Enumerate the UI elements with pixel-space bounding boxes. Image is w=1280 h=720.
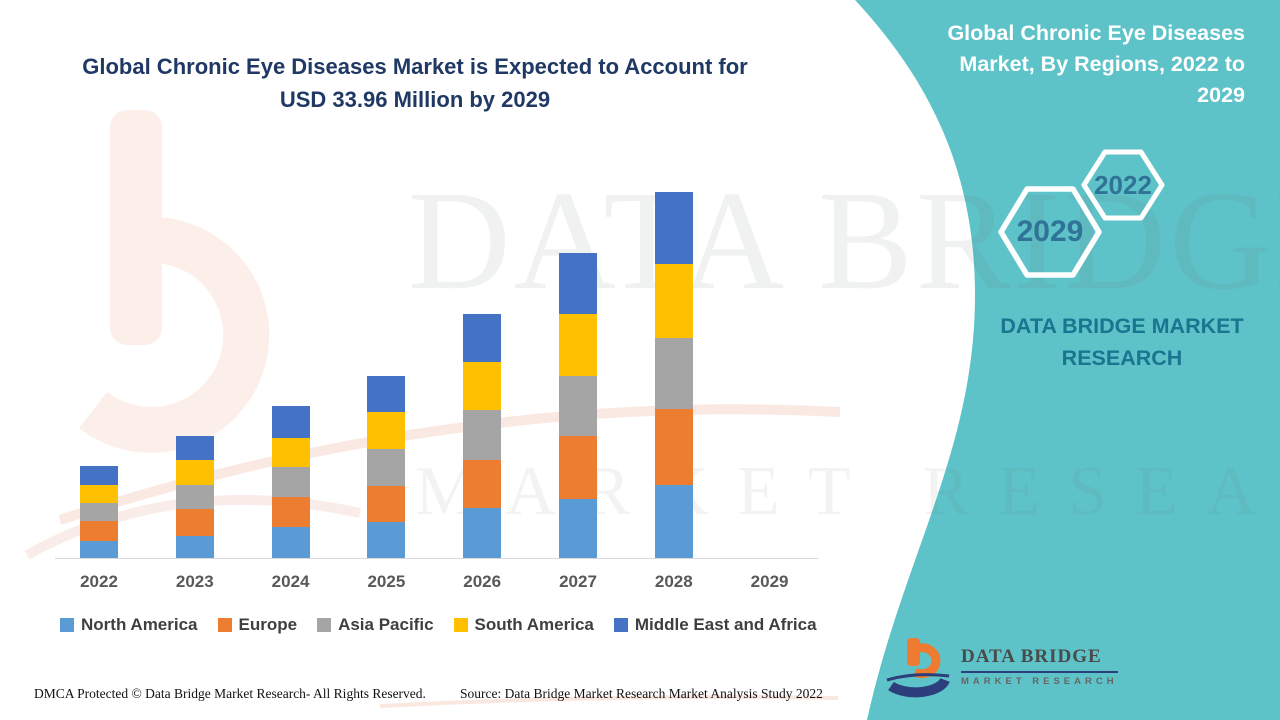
bar-segment-2027-asia-pacific [559,376,597,436]
bar-segment-2027-north-america [559,499,597,558]
data-bridge-logo-icon [886,638,950,698]
bar-segment-2026-middle-east-and-africa [463,314,502,362]
bar-segment-2027-south-america [559,314,597,376]
hexagon-year-label: 2022 [1094,170,1152,200]
bar-segment-2027-europe [559,436,597,499]
legend-swatch-icon [453,618,468,632]
dmca-notice: DMCA Protected © Data Bridge Market Rese… [34,686,426,701]
company-logo: DATA BRIDGE MARKET RESEARCH [885,636,1118,700]
bar-segment-2028-middle-east-and-africa [654,192,693,264]
bar-segment-2024-asia-pacific [271,467,310,497]
bar-segment-2022-middle-east-and-africa [80,466,118,485]
bar-segment-2024-middle-east-and-africa [271,406,310,438]
bar-segment-2028-asia-pacific [654,338,693,409]
bar-segment-2023-south-america [175,460,214,485]
x-axis-label-2026: 2026 [463,572,502,591]
legend-label: South America [474,615,594,634]
chart-title-line2: USD 33.96 Million by 2029 [279,87,551,112]
legend-item-middle-east-and-africa: Middle East and Africa [613,615,817,635]
chart-title: Global Chronic Eye Diseases Market is Ex… [70,50,760,116]
bar-segment-2024-south-america [271,438,310,467]
bar-segment-2024-europe [271,497,310,527]
bar-segment-2025-north-america [367,522,406,558]
legend-label: Europe [238,615,298,634]
company-logo-tagline: MARKET RESEARCH [961,676,1118,687]
company-logo-text: DATA BRIDGE MARKET RESEARCH [961,646,1118,687]
bar-segment-2024-north-america [271,527,310,558]
hexagon-year-label: 2029 [1016,215,1084,248]
bar-segment-2025-europe [367,486,406,522]
x-axis-label-2022: 2022 [80,572,118,591]
hexagon-badge-2022: 2022 [1081,149,1165,221]
legend-swatch-icon [613,618,628,632]
hexagon-outline-icon [1081,149,1165,221]
source-note: Source: Data Bridge Market Research Mark… [460,686,823,701]
legend-swatch-icon [60,618,74,632]
company-logo-name: DATA BRIDGE [961,646,1118,673]
legend-swatch-icon [217,618,232,632]
bar-segment-2023-asia-pacific [175,485,214,509]
legend-swatch-icon [317,618,332,632]
bar-segment-2028-europe [654,409,693,485]
legend-label: Asia Pacific [338,615,434,634]
bar-segment-2023-north-america [175,536,214,558]
chart-title-line1: Global Chronic Eye Diseases Market is Ex… [82,54,748,79]
bar-segment-2025-south-america [367,412,406,449]
panel-title-line2: Market, By Regions, 2022 to [959,52,1245,76]
bar-segment-2026-north-america [463,508,502,558]
bar-segment-2023-middle-east-and-africa [175,436,214,460]
x-axis-label-2027: 2027 [559,572,597,591]
x-axis-label-2023: 2023 [175,572,214,591]
brand-wordmark: DATA BRIDGE MARKET RESEARCH [988,310,1256,374]
legend-item-south-america: South America [453,615,594,635]
x-axis-label-2028: 2028 [654,572,693,591]
bar-segment-2022-north-america [80,541,118,558]
chart-legend: North America Europe Asia Pacific South Ame… [60,615,817,635]
bar-segment-2025-asia-pacific [367,449,406,486]
legend-label: North America [81,615,198,634]
x-axis-label-2025: 2025 [367,572,406,591]
panel-title-line3: 2029 [1197,83,1245,107]
panel-title-line1: Global Chronic Eye Diseases [947,21,1245,45]
bar-segment-2026-asia-pacific [463,410,502,460]
bar-segment-2023-europe [175,509,214,536]
x-axis-label-2029: 2029 [750,572,789,591]
legend-item-asia-pacific: Asia Pacific [317,615,434,635]
bar-segment-2028-north-america [654,485,693,558]
panel-title: Global Chronic Eye Diseases Market, By R… [925,18,1245,111]
x-axis-line [55,558,818,559]
bar-segment-2027-middle-east-and-africa [559,253,597,314]
brand-wordmark-line2: RESEARCH [1061,346,1183,370]
x-axis-label-2024: 2024 [271,572,310,591]
brand-wordmark-line1: DATA BRIDGE MARKET [1000,314,1244,338]
legend-label: Middle East and Africa [634,615,817,634]
bar-segment-2026-south-america [463,362,502,410]
bar-segment-2026-europe [463,460,502,508]
legend-item-north-america: North America [60,615,198,635]
legend-item-europe: Europe [217,615,298,635]
bar-segment-2025-middle-east-and-africa [367,376,406,412]
bar-segment-2022-asia-pacific [80,503,118,521]
bar-segment-2022-south-america [80,485,118,503]
bar-segment-2028-south-america [654,264,693,338]
hexagon-badge-2029: 2029 [998,186,1102,278]
bar-segment-2022-europe [80,521,118,541]
hexagon-outline-icon [998,186,1102,278]
